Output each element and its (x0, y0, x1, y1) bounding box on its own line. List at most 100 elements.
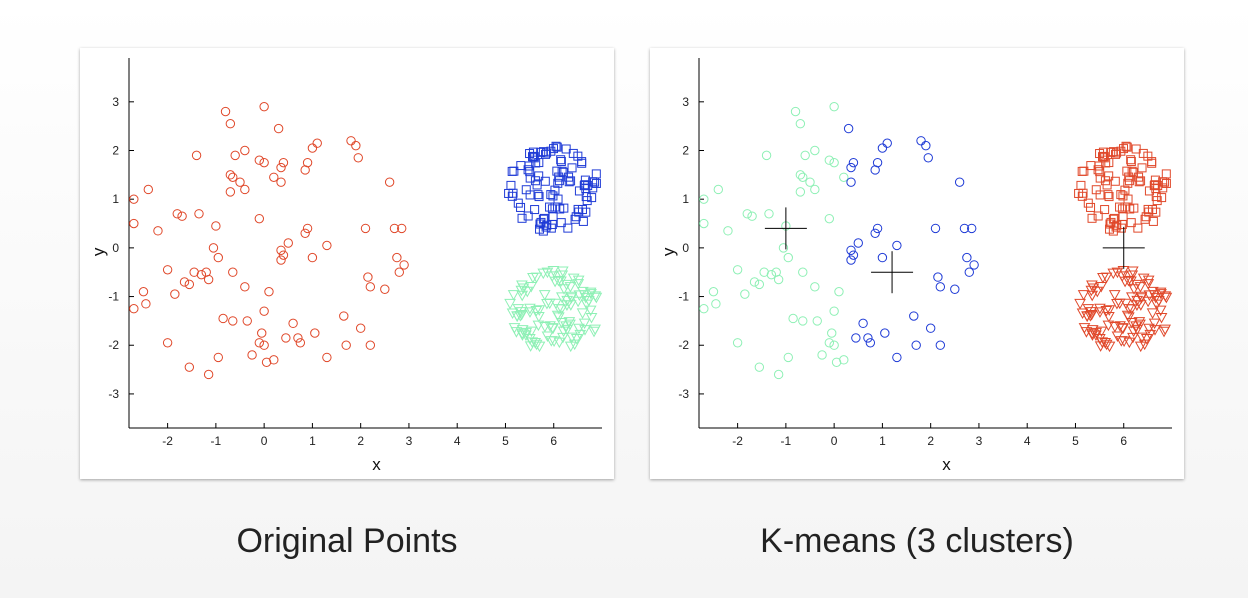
data-point-triangle-down (1097, 273, 1109, 284)
data-point-triangle-down (1142, 275, 1155, 287)
data-point-circle (831, 357, 842, 367)
data-point-circle (783, 252, 793, 263)
data-point-triangle-down (1120, 298, 1132, 310)
data-point-circle (829, 157, 839, 168)
data-point-square (1120, 202, 1130, 212)
data-point-triangle-down (564, 282, 577, 293)
data-point-triangle-down (1094, 334, 1106, 345)
data-point-triangle-down (1111, 331, 1124, 343)
data-point-square (553, 194, 563, 204)
data-point-circle (138, 286, 149, 297)
data-point-circle (829, 306, 839, 316)
data-point-square (1095, 173, 1105, 183)
x-tick-label: -2 (732, 434, 743, 448)
data-point-square (1105, 219, 1115, 229)
data-point-square (551, 141, 561, 151)
data-point-triangle-down (1134, 341, 1147, 353)
data-point-triangle-down (539, 322, 551, 333)
data-point-circle (211, 221, 221, 231)
scatter-plot-original: -2 -1 0 1 2 3 4 5 6 3 2 1 0 -1 -2 -3 x y (80, 48, 614, 479)
data-point-circle (950, 284, 960, 294)
data-point-circle (846, 177, 856, 187)
data-point-circle (396, 223, 407, 234)
data-point-circle (276, 255, 286, 265)
data-point-circle (962, 252, 972, 263)
data-point-circle (208, 243, 219, 253)
data-point-triangle-down (585, 312, 598, 324)
data-point-circle (242, 316, 252, 326)
data-point-circle (177, 211, 187, 221)
data-point-square (1144, 186, 1154, 196)
data-point-circle (829, 101, 839, 112)
data-point-triangle-down (565, 293, 578, 304)
data-point-square (530, 205, 540, 215)
data-point-circle (754, 279, 765, 290)
data-point-circle (225, 187, 236, 197)
data-point-circle (259, 101, 269, 112)
data-point-circle (162, 338, 173, 348)
data-point-triangle-down (564, 319, 576, 331)
data-point-circle (795, 119, 806, 129)
data-point-square (534, 158, 544, 168)
data-point-circle (708, 286, 719, 297)
data-point-circle (846, 162, 856, 173)
data-point-circle (254, 155, 265, 165)
data-point-circle (307, 143, 318, 153)
data-point-circle (196, 269, 207, 280)
data-point-square (534, 171, 544, 181)
data-point-circle (964, 267, 974, 277)
data-point-circle (300, 228, 310, 238)
data-point-square (556, 218, 566, 228)
data-point-triangle-down (541, 267, 554, 279)
centroid-marker (764, 207, 807, 250)
data-point-circle (732, 338, 743, 348)
data-point-circle (742, 209, 752, 219)
data-point-square (1137, 163, 1147, 173)
data-point-circle (805, 177, 815, 187)
data-point-circle (954, 177, 965, 187)
data-point-square (1151, 192, 1161, 202)
data-point-circle (220, 106, 231, 117)
data-point-square (535, 219, 545, 229)
data-point-circle (892, 352, 902, 363)
data-point-triangle-down (1078, 323, 1091, 334)
data-point-triangle-down (1109, 322, 1121, 333)
data-point-triangle-down (533, 305, 546, 316)
data-point-square (1093, 211, 1103, 221)
data-point-triangle-down (537, 268, 550, 280)
data-point-circle (273, 123, 284, 134)
data-point-triangle-down (1146, 286, 1159, 298)
data-point-triangle-down (556, 266, 569, 278)
data-point-triangle-down (530, 272, 543, 284)
data-point-circle (798, 172, 808, 182)
data-point-circle (353, 153, 363, 163)
y-tick-label: 2 (112, 144, 119, 158)
data-point-triangle-down (564, 300, 577, 311)
data-point-triangle-down (538, 290, 551, 301)
data-point-triangle-down (530, 306, 543, 317)
centroid-marker (871, 251, 914, 294)
data-point-circle (863, 333, 873, 343)
data-point-triangle-down (1084, 311, 1097, 322)
data-point-triangle-down (1114, 321, 1126, 332)
data-point-circle (153, 226, 163, 236)
data-point-circle (240, 184, 250, 195)
data-point-square (521, 185, 531, 195)
data-point-circle (761, 150, 772, 161)
data-point-triangle-down (552, 275, 565, 287)
data-point-circle (843, 123, 854, 134)
data-point-circle (259, 340, 269, 350)
data-point-circle (959, 223, 970, 234)
data-point-square (1157, 193, 1167, 203)
data-point-circle (300, 165, 310, 175)
y-tick-label: 0 (682, 241, 689, 255)
data-point-circle (283, 238, 293, 248)
data-point-triangle-down (553, 337, 566, 349)
y-tick-label: 0 (112, 241, 119, 255)
data-point-circle (218, 313, 228, 324)
data-point-triangle-down (572, 279, 585, 290)
data-point-circle (846, 245, 856, 256)
data-point-triangle-down (555, 276, 567, 287)
data-point-square (554, 172, 564, 182)
data-point-circle (143, 184, 154, 195)
